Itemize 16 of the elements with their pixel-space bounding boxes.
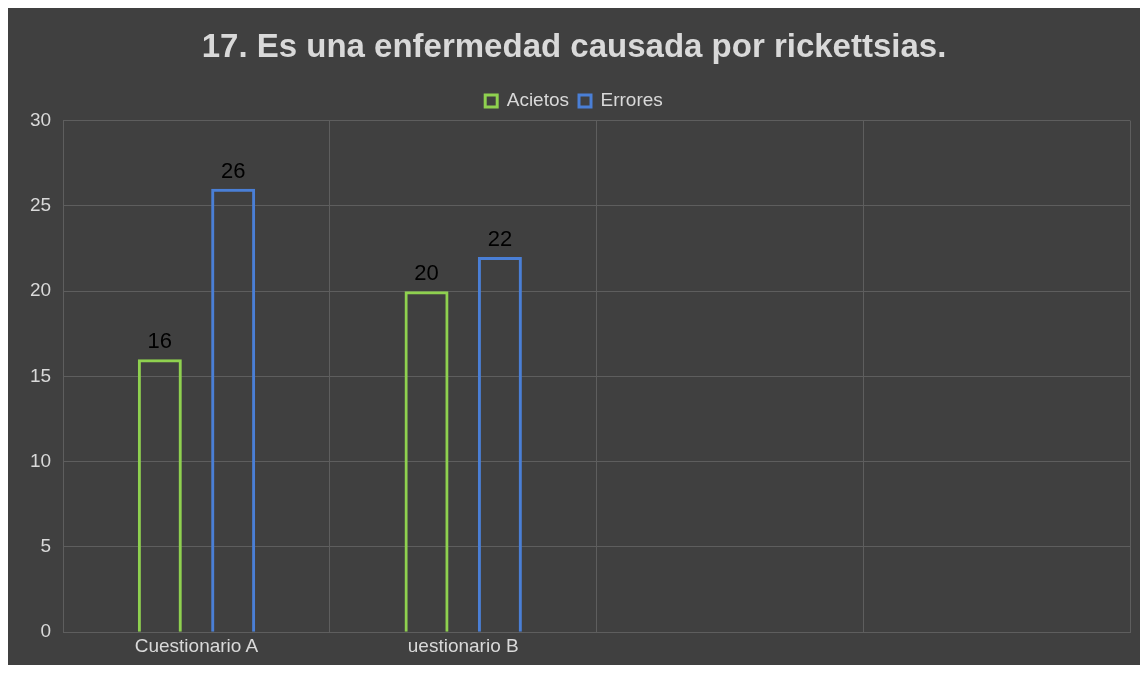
y-tick-label: 10 bbox=[29, 449, 52, 471]
x-tick-label: uestionario B bbox=[407, 634, 519, 656]
data-label: 20 bbox=[414, 260, 439, 286]
y-tick-label: 5 bbox=[40, 535, 52, 557]
data-label: 16 bbox=[147, 328, 173, 354]
legend-label: Acietos bbox=[506, 89, 570, 111]
legend-label: Errores bbox=[600, 89, 663, 111]
y-tick-label: 0 bbox=[40, 620, 52, 642]
y-tick-label: 20 bbox=[29, 279, 52, 301]
y-tick-label: 25 bbox=[29, 194, 52, 216]
data-label: 26 bbox=[220, 157, 246, 183]
y-tick-label: 30 bbox=[29, 108, 52, 130]
chart-title: 17. Es una enfermedad causada por rickettsias. bbox=[201, 26, 947, 64]
data-label: 22 bbox=[487, 226, 513, 252]
y-tick-label: 15 bbox=[29, 364, 52, 386]
x-tick-label: Cuestionario A bbox=[134, 634, 259, 656]
